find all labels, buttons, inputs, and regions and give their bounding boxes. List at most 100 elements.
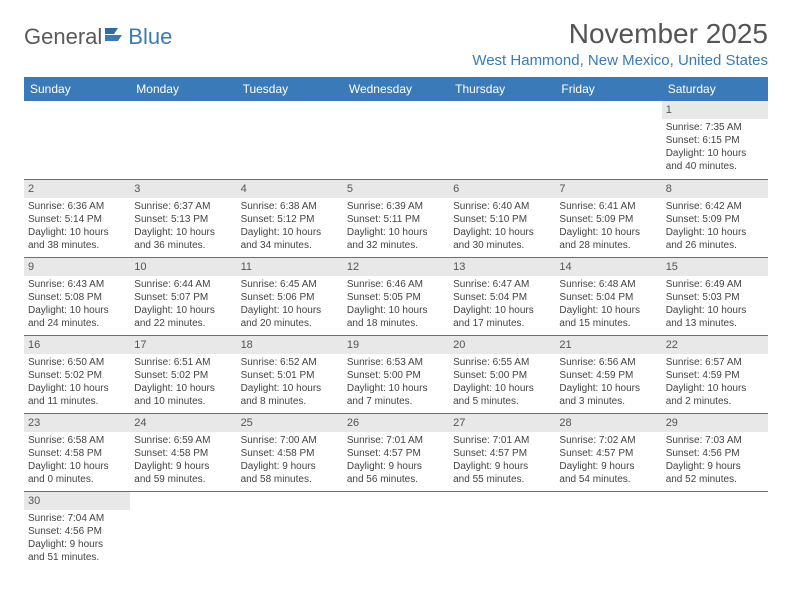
daylight-text: Daylight: 10 hours [666, 147, 764, 160]
day-number: 23 [24, 414, 130, 432]
day-number: 16 [24, 336, 130, 354]
day-number: 30 [24, 492, 130, 510]
sunset-text: Sunset: 4:56 PM [666, 447, 764, 460]
day-number: 15 [662, 258, 768, 276]
calendar-table: SundayMondayTuesdayWednesdayThursdayFrid… [24, 77, 768, 569]
calendar-cell [662, 491, 768, 569]
calendar-cell: 30Sunrise: 7:04 AMSunset: 4:56 PMDayligh… [24, 491, 130, 569]
daylight-text: Daylight: 10 hours [347, 304, 445, 317]
calendar-cell [343, 491, 449, 569]
day-header: Sunday [24, 77, 130, 101]
day-number: 21 [555, 336, 661, 354]
daylight-text: and 5 minutes. [453, 395, 551, 408]
calendar-cell [555, 491, 661, 569]
sunset-text: Sunset: 5:04 PM [453, 291, 551, 304]
daylight-text: and 8 minutes. [241, 395, 339, 408]
calendar-row: 2Sunrise: 6:36 AMSunset: 5:14 PMDaylight… [24, 179, 768, 257]
daylight-text: Daylight: 10 hours [28, 304, 126, 317]
daylight-text: Daylight: 10 hours [559, 226, 657, 239]
sunrise-text: Sunrise: 6:57 AM [666, 356, 764, 369]
calendar-header-row: SundayMondayTuesdayWednesdayThursdayFrid… [24, 77, 768, 101]
sunset-text: Sunset: 4:57 PM [559, 447, 657, 460]
calendar-cell: 27Sunrise: 7:01 AMSunset: 4:57 PMDayligh… [449, 413, 555, 491]
day-number: 24 [130, 414, 236, 432]
daylight-text: and 59 minutes. [134, 473, 232, 486]
day-header: Friday [555, 77, 661, 101]
daylight-text: Daylight: 9 hours [28, 538, 126, 551]
calendar-cell: 13 Sunrise: 6:47 AMSunset: 5:04 PMDayligh… [449, 257, 555, 335]
sunset-text: Sunset: 5:12 PM [241, 213, 339, 226]
daylight-text: and 10 minutes. [134, 395, 232, 408]
daylight-text: Daylight: 10 hours [453, 304, 551, 317]
daylight-text: and 30 minutes. [453, 239, 551, 252]
calendar-cell: 16Sunrise: 6:50 AMSunset: 5:02 PMDayligh… [24, 335, 130, 413]
calendar-cell: 21Sunrise: 6:56 AMSunset: 4:59 PMDayligh… [555, 335, 661, 413]
day-number: 20 [449, 336, 555, 354]
sunrise-text: Sunrise: 6:47 AM [453, 278, 551, 291]
daylight-text: Daylight: 10 hours [453, 382, 551, 395]
daylight-text: Daylight: 10 hours [28, 226, 126, 239]
brand-part1: General [24, 24, 102, 50]
page-title: November 2025 [472, 18, 768, 50]
daylight-text: Daylight: 10 hours [134, 226, 232, 239]
calendar-cell: 5Sunrise: 6:39 AMSunset: 5:11 PMDaylight… [343, 179, 449, 257]
sunset-text: Sunset: 5:06 PM [241, 291, 339, 304]
day-number: 17 [130, 336, 236, 354]
daylight-text: and 34 minutes. [241, 239, 339, 252]
daylight-text: Daylight: 9 hours [666, 460, 764, 473]
sunset-text: Sunset: 5:02 PM [28, 369, 126, 382]
calendar-cell: 19Sunrise: 6:53 AMSunset: 5:00 PMDayligh… [343, 335, 449, 413]
sunrise-text: Sunrise: 6:49 AM [666, 278, 764, 291]
daylight-text: Daylight: 10 hours [241, 382, 339, 395]
day-number: 13 [449, 258, 555, 276]
calendar-cell: 23Sunrise: 6:58 AMSunset: 4:58 PMDayligh… [24, 413, 130, 491]
sunset-text: Sunset: 4:58 PM [134, 447, 232, 460]
sunrise-text: Sunrise: 6:44 AM [134, 278, 232, 291]
sunset-text: Sunset: 5:01 PM [241, 369, 339, 382]
day-number: 8 [662, 180, 768, 198]
sunrise-text: Sunrise: 6:41 AM [559, 200, 657, 213]
daylight-text: and 22 minutes. [134, 317, 232, 330]
calendar-cell: 18Sunrise: 6:52 AMSunset: 5:01 PMDayligh… [237, 335, 343, 413]
calendar-cell: 8Sunrise: 6:42 AMSunset: 5:09 PMDaylight… [662, 179, 768, 257]
day-number: 6 [449, 180, 555, 198]
daylight-text: and 56 minutes. [347, 473, 445, 486]
daylight-text: and 20 minutes. [241, 317, 339, 330]
daylight-text: Daylight: 10 hours [453, 226, 551, 239]
calendar-cell: 3Sunrise: 6:37 AMSunset: 5:13 PMDaylight… [130, 179, 236, 257]
sunset-text: Sunset: 5:08 PM [28, 291, 126, 304]
calendar-cell: 29Sunrise: 7:03 AMSunset: 4:56 PMDayligh… [662, 413, 768, 491]
sunset-text: Sunset: 5:09 PM [666, 213, 764, 226]
daylight-text: Daylight: 10 hours [241, 226, 339, 239]
calendar-cell: 25Sunrise: 7:00 AMSunset: 4:58 PMDayligh… [237, 413, 343, 491]
sunrise-text: Sunrise: 7:02 AM [559, 434, 657, 447]
calendar-cell: 28Sunrise: 7:02 AMSunset: 4:57 PMDayligh… [555, 413, 661, 491]
calendar-cell: 10Sunrise: 6:44 AMSunset: 5:07 PMDayligh… [130, 257, 236, 335]
daylight-text: and 32 minutes. [347, 239, 445, 252]
day-number: 5 [343, 180, 449, 198]
calendar-cell: 12Sunrise: 6:46 AMSunset: 5:05 PMDayligh… [343, 257, 449, 335]
page: General Blue November 2025 West Hammond,… [0, 0, 792, 587]
sunrise-text: Sunrise: 6:43 AM [28, 278, 126, 291]
sunrise-text: Sunrise: 6:45 AM [241, 278, 339, 291]
brand-logo: General Blue [24, 24, 172, 50]
sunrise-text: Sunrise: 6:37 AM [134, 200, 232, 213]
brand-part2: Blue [128, 24, 172, 50]
sunset-text: Sunset: 5:00 PM [347, 369, 445, 382]
sunset-text: Sunset: 5:03 PM [666, 291, 764, 304]
sunrise-text: Sunrise: 7:35 AM [666, 121, 764, 134]
daylight-text: Daylight: 10 hours [666, 382, 764, 395]
day-number: 1 [662, 101, 768, 119]
day-header: Wednesday [343, 77, 449, 101]
day-number: 25 [237, 414, 343, 432]
sunset-text: Sunset: 5:11 PM [347, 213, 445, 226]
daylight-text: Daylight: 10 hours [347, 226, 445, 239]
flag-icon [104, 24, 126, 50]
sunset-text: Sunset: 5:05 PM [347, 291, 445, 304]
sunrise-text: Sunrise: 6:38 AM [241, 200, 339, 213]
calendar-cell [449, 101, 555, 179]
sunset-text: Sunset: 4:58 PM [28, 447, 126, 460]
day-number: 11 [237, 258, 343, 276]
day-number: 29 [662, 414, 768, 432]
daylight-text: Daylight: 9 hours [241, 460, 339, 473]
